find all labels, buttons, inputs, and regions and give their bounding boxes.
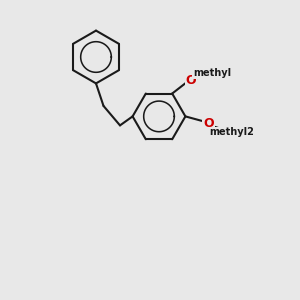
Text: methyl2: methyl2	[209, 127, 254, 137]
Text: methyl: methyl	[193, 68, 231, 78]
Text: O: O	[203, 117, 214, 130]
Text: O: O	[186, 74, 196, 87]
